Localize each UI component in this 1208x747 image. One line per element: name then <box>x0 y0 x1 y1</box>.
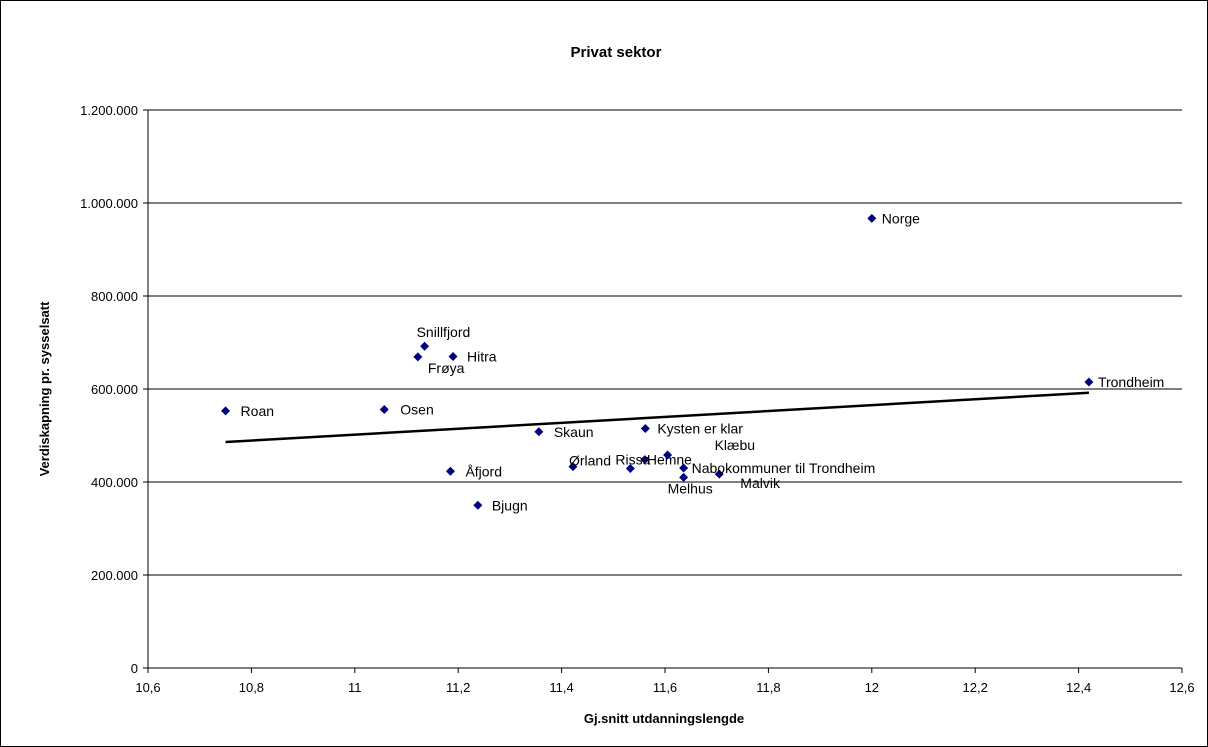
y-tick-label: 0 <box>131 661 138 676</box>
data-label-roan: Roan <box>241 403 274 419</box>
data-point-norge <box>867 213 877 223</box>
data-point-kysten-er-klar <box>640 424 650 434</box>
data-point-rissa <box>625 464 635 474</box>
axes <box>143 109 1183 673</box>
data-point-klæbu <box>663 450 673 460</box>
data-point-osen <box>379 404 389 414</box>
data-label-snillfjord: Snillfjord <box>417 324 471 340</box>
x-tick-label: 10,6 <box>135 680 160 695</box>
data-point-trondheim <box>1084 377 1094 387</box>
y-tick-label: 400.000 <box>91 475 138 490</box>
data-label-hitra: Hitra <box>467 348 497 364</box>
data-label-ørland: Ørland <box>569 453 611 469</box>
data-label-frøya: Frøya <box>428 360 465 376</box>
x-tick-label: 11,4 <box>549 680 573 695</box>
trendline-layer <box>225 391 1090 444</box>
data-point-frøya <box>413 352 423 362</box>
x-tick-label: 12,2 <box>963 680 988 695</box>
data-point-melhus <box>679 472 689 482</box>
data-label-hemne: Hemne <box>647 452 692 468</box>
data-label-norge: Norge <box>882 210 920 226</box>
x-tick-label: 12,6 <box>1169 680 1194 695</box>
x-tick-labels: 10,6 10,8 11 11,2 11,4 11,6 11,8 12 12,2 12,4 12,6 <box>135 680 1194 695</box>
data-point-nabokommuner-til-trondheim <box>679 463 689 473</box>
data-point-roan <box>221 406 231 416</box>
trendline <box>225 391 1090 444</box>
data-point-snillfjord <box>420 341 430 351</box>
gridlines <box>148 109 1182 576</box>
data-label-trondheim: Trondheim <box>1098 374 1164 390</box>
x-axis-title: Gj.snitt utdanningslengde <box>584 711 744 726</box>
data-label-åfjord: Åfjord <box>465 463 502 479</box>
data-point-hemne <box>640 455 650 465</box>
y-tick-label: 800.000 <box>91 289 138 304</box>
data-point-bjugn <box>473 500 483 510</box>
x-tick-label: 11 <box>348 680 362 695</box>
x-tick-label: 11,6 <box>653 680 677 695</box>
data-label-kysten-er-klar: Kysten er klar <box>657 421 743 437</box>
y-tick-labels: 0 200.000 400.000 600.000 800.000 1.000.000 1.… <box>80 103 138 676</box>
data-point-åfjord <box>445 466 455 476</box>
x-tick-label: 11,8 <box>756 680 780 695</box>
data-label-rissa: Rissa <box>615 452 650 468</box>
data-points <box>221 213 1094 510</box>
data-point-malvik <box>714 469 724 479</box>
y-tick-label: 200.000 <box>91 568 138 583</box>
data-label-nabokommuner-til-trondheim: Nabokommuner til Trondheim <box>692 460 876 476</box>
x-tick-label: 12,4 <box>1066 680 1091 695</box>
x-tick-label: 10,8 <box>239 680 264 695</box>
data-label-klæbu: Klæbu <box>715 437 755 453</box>
y-tick-label: 600.000 <box>91 382 138 397</box>
data-label-melhus: Melhus <box>668 480 713 496</box>
data-point-ørland <box>568 462 578 472</box>
data-label-bjugn: Bjugn <box>492 497 528 513</box>
data-point-hitra <box>448 351 458 361</box>
chart-title: Privat sektor <box>571 44 662 61</box>
y-tick-label: 1.000.000 <box>80 196 138 211</box>
y-axis-title: Verdiskapning pr. sysselsatt <box>37 301 52 477</box>
x-tick-label: 12 <box>865 680 879 695</box>
data-label-malvik: Malvik <box>740 475 781 491</box>
y-tick-label: 1.200.000 <box>80 103 138 118</box>
data-label-skaun: Skaun <box>554 424 594 440</box>
data-point-skaun <box>534 427 544 437</box>
data-label-osen: Osen <box>400 401 433 417</box>
x-tick-label: 11,2 <box>446 680 470 695</box>
